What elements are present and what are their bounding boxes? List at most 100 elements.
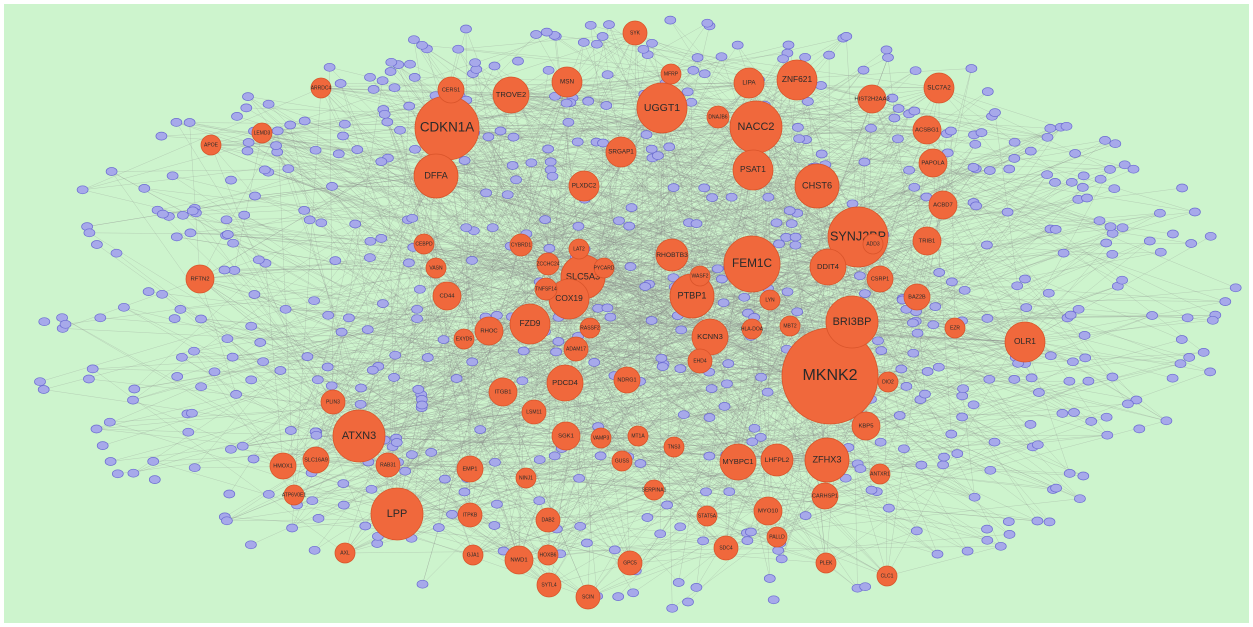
- edge: [872, 243, 1033, 448]
- minor-node: [981, 314, 994, 323]
- edge: [661, 107, 752, 337]
- minor-node: [773, 239, 785, 249]
- edge: [413, 79, 798, 248]
- edge: [344, 546, 1001, 554]
- minor-node: [667, 183, 680, 192]
- hub-node: [613, 366, 641, 394]
- edge: [510, 87, 940, 247]
- edge: [458, 48, 672, 75]
- minor-node: [789, 240, 802, 250]
- minor-node: [791, 307, 804, 317]
- minor-node: [785, 219, 798, 229]
- edge: [606, 105, 631, 564]
- edge: [132, 185, 818, 401]
- edge: [182, 215, 550, 586]
- minor-node: [1130, 395, 1143, 405]
- node-label: CLC1: [881, 573, 894, 579]
- edge: [626, 69, 864, 381]
- edge: [358, 363, 729, 437]
- edge: [193, 263, 753, 352]
- node-label: EMP1: [463, 466, 478, 472]
- edge: [210, 144, 1080, 499]
- edge: [181, 336, 711, 358]
- edge: [251, 169, 754, 381]
- minor-node: [142, 287, 155, 296]
- minor-node: [176, 352, 188, 362]
- hub-node: [760, 443, 794, 477]
- edge: [111, 171, 504, 393]
- edge: [446, 179, 517, 297]
- hub-node: [504, 545, 534, 575]
- minor-node: [306, 496, 319, 506]
- edge: [261, 132, 947, 134]
- edge: [494, 65, 853, 323]
- edge: [277, 130, 570, 300]
- edge: [691, 295, 753, 442]
- edge: [748, 82, 1188, 319]
- minor-node: [1069, 149, 1081, 158]
- edge: [857, 142, 1015, 238]
- edge: [168, 216, 549, 265]
- minor-node: [687, 66, 700, 75]
- edge: [444, 478, 778, 538]
- edge: [582, 276, 963, 397]
- node-label: CD44: [439, 294, 455, 300]
- edge: [515, 179, 739, 463]
- minor-node: [38, 317, 51, 327]
- minor-node: [510, 175, 522, 185]
- edge: [280, 328, 753, 371]
- minor-node: [552, 337, 565, 346]
- edge: [210, 144, 256, 197]
- minor-node: [231, 112, 243, 121]
- minor-node: [378, 109, 391, 119]
- edge: [461, 127, 739, 463]
- hub-node: [804, 437, 850, 483]
- minor-node: [375, 157, 388, 166]
- minor-node: [919, 389, 931, 399]
- edge: [180, 309, 708, 517]
- edge: [110, 401, 334, 462]
- hub-node: [413, 233, 435, 255]
- minor-node: [103, 417, 116, 427]
- edge: [190, 232, 522, 246]
- edge: [776, 444, 1038, 538]
- edge: [288, 168, 673, 256]
- edge: [293, 223, 356, 496]
- hub-node: [825, 295, 879, 349]
- minor-node: [745, 527, 757, 537]
- node-label: SDC4: [719, 545, 733, 551]
- edge: [680, 296, 918, 369]
- hub-node: [534, 277, 558, 301]
- edge: [474, 126, 757, 134]
- edge: [398, 64, 584, 278]
- edge: [596, 43, 757, 128]
- minor-node: [242, 92, 254, 101]
- node-label: BRI3BP: [833, 316, 872, 328]
- minor-node: [408, 35, 420, 45]
- edge: [629, 534, 1010, 564]
- edge: [254, 195, 531, 325]
- hub-node: [776, 59, 818, 101]
- minor-node: [361, 325, 374, 334]
- edge: [421, 399, 567, 437]
- edge: [199, 278, 581, 527]
- minor-node: [1118, 160, 1131, 170]
- edge: [320, 87, 745, 180]
- edge: [358, 199, 585, 437]
- edge: [309, 107, 663, 221]
- hub-node: [515, 467, 537, 489]
- edge: [277, 130, 739, 463]
- edge: [199, 278, 858, 465]
- edge: [565, 358, 662, 437]
- edge: [315, 459, 1050, 523]
- minor-node: [968, 492, 981, 502]
- edge: [322, 86, 549, 556]
- node-label: LEMD3: [254, 130, 271, 136]
- edge: [816, 185, 1182, 340]
- edge: [387, 464, 739, 475]
- minor-node: [690, 219, 703, 228]
- edge: [583, 185, 990, 380]
- edge: [315, 107, 663, 432]
- minor-node: [366, 365, 379, 375]
- minor-node: [967, 400, 980, 410]
